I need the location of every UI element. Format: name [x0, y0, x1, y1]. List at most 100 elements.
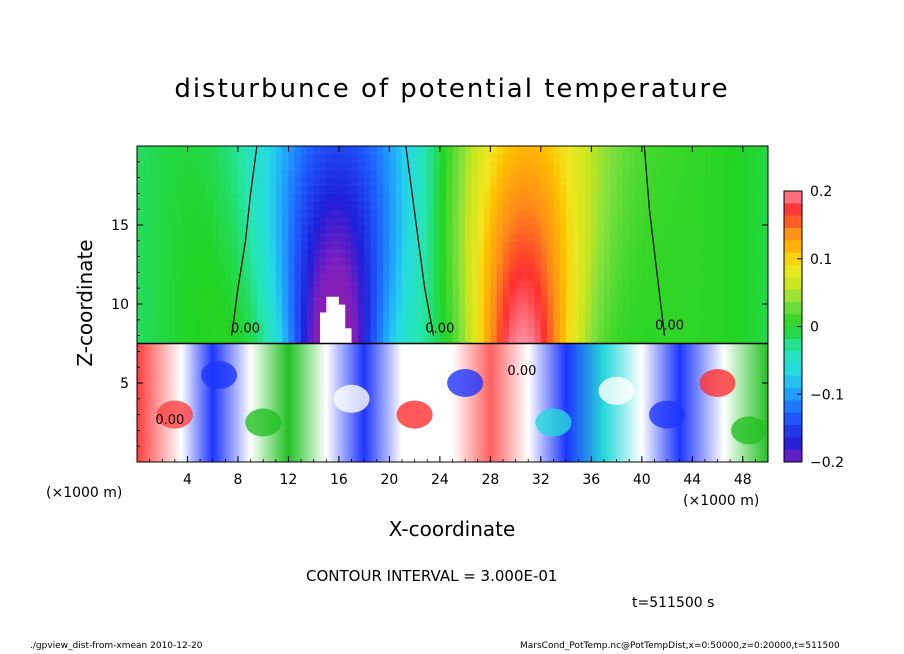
- heat-cell: [698, 280, 706, 289]
- heat-cell: [723, 319, 731, 329]
- colorbar-swatch: [784, 240, 802, 254]
- heat-cell: [559, 185, 567, 194]
- heat-cell: [679, 335, 687, 345]
- heat-cell: [263, 185, 271, 194]
- heat-cell: [490, 217, 498, 226]
- heat-cell: [389, 248, 397, 258]
- heat-cell: [736, 169, 744, 179]
- heat-cell: [383, 272, 390, 281]
- heat-cell: [761, 209, 768, 218]
- heat-cell: [294, 146, 302, 155]
- heat-cell: [137, 193, 144, 202]
- heat-cell: [231, 232, 239, 242]
- heat-cell: [332, 248, 340, 258]
- heat-cell: [610, 217, 618, 226]
- heat-cell: [181, 288, 189, 297]
- heat-cell: [622, 335, 630, 345]
- heat-cell: [231, 193, 239, 202]
- chart-title: disturbunce of potential temperature: [174, 74, 730, 104]
- heat-cell: [465, 185, 473, 194]
- heat-cell: [301, 169, 308, 179]
- heat-cell: [389, 185, 397, 194]
- heat-cell: [288, 185, 296, 194]
- heat-cell: [465, 311, 473, 321]
- heat-cell: [742, 193, 750, 202]
- heat-cell: [395, 153, 403, 163]
- heat-cell: [635, 248, 643, 258]
- heat-cell: [755, 161, 763, 171]
- heat-cell: [414, 201, 422, 210]
- heat-cell: [288, 319, 296, 329]
- heat-cell: [704, 225, 712, 234]
- heat-cell: [471, 161, 479, 171]
- heat-cell: [547, 217, 555, 226]
- heat-cell: [477, 232, 485, 242]
- heat-cell: [402, 335, 409, 345]
- heat-cell: [427, 209, 435, 218]
- heat-cell: [345, 169, 353, 179]
- heat-cell: [698, 185, 706, 194]
- heat-cell: [566, 232, 573, 242]
- heat-cell: [282, 201, 290, 210]
- heat-cell: [244, 288, 252, 297]
- heat-cell: [673, 146, 681, 155]
- heat-cell: [395, 288, 403, 297]
- heat-cell: [237, 146, 245, 155]
- heat-cell: [414, 288, 422, 297]
- heat-cell: [648, 335, 656, 345]
- heat-cell: [420, 209, 428, 218]
- heat-cell: [383, 248, 390, 258]
- heat-cell: [679, 264, 687, 273]
- heat-cell: [730, 169, 738, 179]
- heat-cell: [237, 209, 245, 218]
- heat-cell: [711, 280, 719, 289]
- heat-cell: [496, 217, 504, 226]
- heat-cell: [319, 264, 327, 273]
- heat-cell: [603, 319, 611, 329]
- heat-cell: [155, 225, 163, 234]
- heat-cell: [439, 272, 447, 281]
- heat-cell: [187, 153, 195, 163]
- heat-cell: [357, 296, 365, 305]
- heat-cell: [717, 248, 725, 258]
- heat-cell: [521, 296, 529, 305]
- heat-cell: [566, 185, 573, 194]
- heat-cell: [528, 272, 536, 281]
- heat-cell: [433, 169, 441, 179]
- heat-cell: [212, 248, 220, 258]
- heat-cell: [137, 327, 144, 337]
- heat-cell: [427, 272, 435, 281]
- heat-cell: [597, 288, 605, 297]
- heat-cell: [219, 240, 226, 250]
- heat-cell: [736, 146, 744, 155]
- heat-cell: [219, 217, 226, 226]
- heat-cell: [553, 335, 561, 345]
- heat-cell: [698, 232, 706, 242]
- heat-cell: [572, 327, 580, 337]
- heat-cell: [282, 319, 290, 329]
- heat-cell: [749, 288, 756, 297]
- heat-cell: [603, 185, 611, 194]
- heat-cell: [193, 280, 201, 289]
- heat-cell: [376, 304, 384, 313]
- heat-cell: [515, 327, 523, 337]
- colorbar-swatch: [784, 301, 802, 315]
- heat-cell: [338, 327, 346, 337]
- heat-cell: [408, 327, 416, 337]
- heat-cell: [181, 161, 189, 171]
- heat-cell: [414, 319, 422, 329]
- heat-cell: [427, 327, 435, 337]
- heat-cell: [654, 248, 662, 258]
- heat-cell: [155, 201, 163, 210]
- heat-cell: [723, 232, 731, 242]
- heat-cell: [685, 177, 693, 187]
- heat-cell: [566, 193, 573, 202]
- heat-cell: [591, 225, 599, 234]
- heat-cell: [528, 264, 536, 273]
- heat-cell: [698, 256, 706, 266]
- heat-cell: [660, 185, 668, 194]
- heat-cell: [269, 240, 277, 250]
- heat-cell: [692, 169, 700, 179]
- heat-cell: [711, 288, 719, 297]
